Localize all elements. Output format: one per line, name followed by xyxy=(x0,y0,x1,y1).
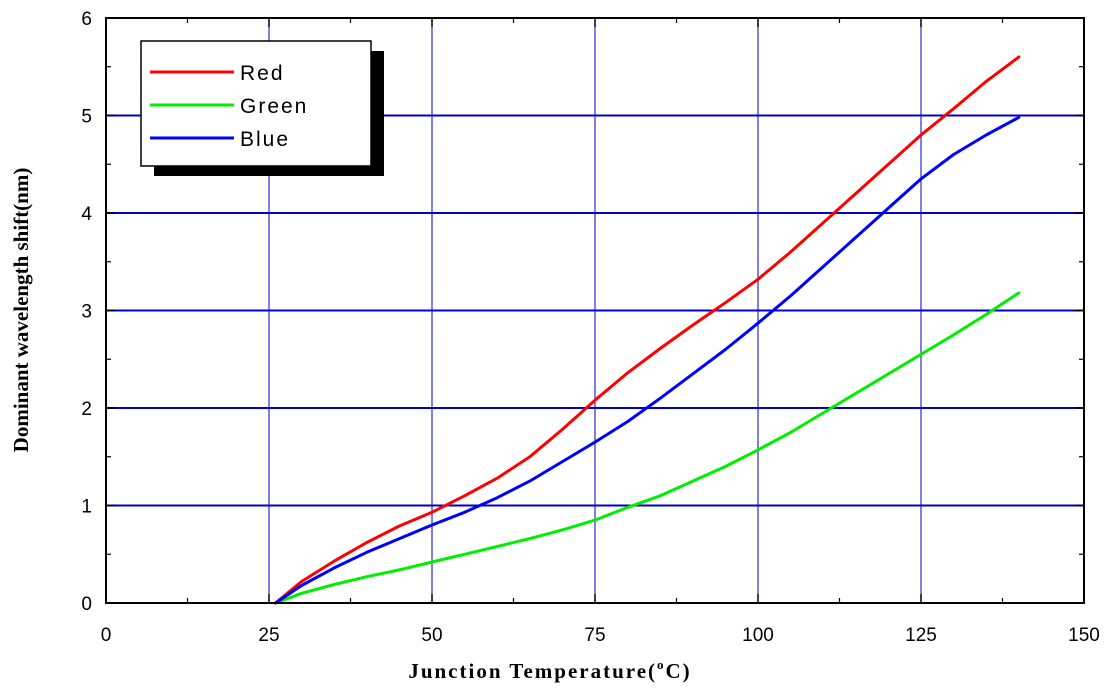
series-line-green xyxy=(274,291,1021,605)
y-tick-label: 2 xyxy=(81,399,92,420)
x-tick-label: 50 xyxy=(421,625,442,646)
x-tick-label: 150 xyxy=(1068,625,1100,646)
y-tick-label: 4 xyxy=(81,204,92,225)
legend-label-red: Red xyxy=(240,62,285,85)
x-tick-label: 125 xyxy=(905,625,937,646)
x-tick-label: 100 xyxy=(742,625,774,646)
y-tick-label: 3 xyxy=(81,302,92,323)
y-tick-label: 5 xyxy=(81,107,92,128)
legend-label-blue: Blue xyxy=(240,128,290,151)
x-tick-label: 75 xyxy=(584,625,605,646)
x-tick-label: 0 xyxy=(101,625,112,646)
series-lines xyxy=(274,55,1021,605)
x-axis-title: Junction Temperature(oC) xyxy=(408,657,691,683)
axis-ticks xyxy=(105,17,1085,604)
y-tick-label: 6 xyxy=(81,9,92,30)
y-tick-labels: 0 1 2 3 4 5 6 xyxy=(81,9,92,615)
y-tick-label: 1 xyxy=(81,497,92,518)
x-tick-label: 25 xyxy=(258,625,279,646)
series-line-red xyxy=(274,55,1021,605)
grid xyxy=(106,18,1084,603)
x-axis-title-unit: C) xyxy=(666,659,692,683)
series-line-blue xyxy=(274,115,1021,605)
x-axis-title-superscript: o xyxy=(657,657,666,672)
legend-label-green: Green xyxy=(240,95,308,118)
y-axis-title: Dominant wavelength shift(nm) xyxy=(9,168,33,453)
y-tick-label: 0 xyxy=(81,594,92,615)
x-tick-labels: 0 25 50 75 100 125 150 xyxy=(101,625,1100,646)
legend: Red Green Blue xyxy=(140,40,384,176)
